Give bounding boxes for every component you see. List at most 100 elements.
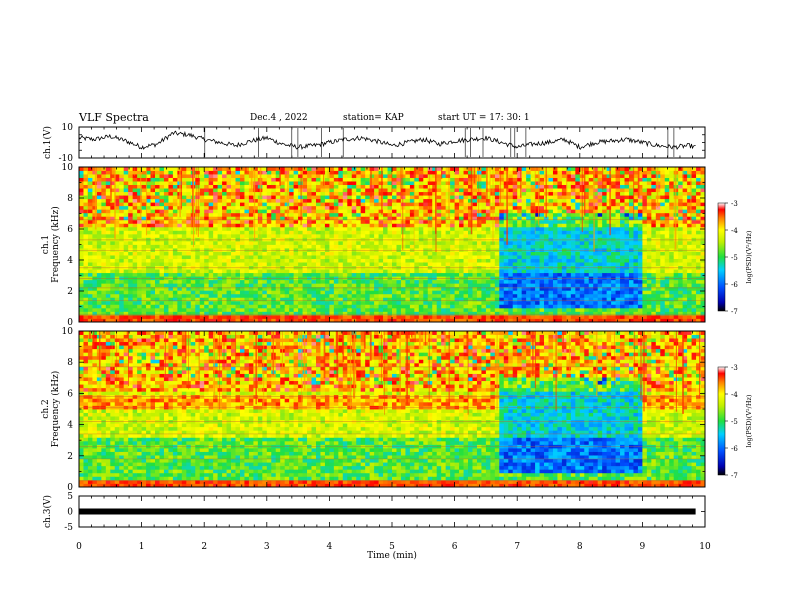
ch1-spectrogram-cell	[123, 184, 129, 189]
ch1-spectrogram-cell	[365, 304, 371, 309]
ch1-spectrogram-cell	[204, 198, 210, 203]
ch1-spectrogram-cell	[235, 314, 241, 319]
ch1-spectrogram-cell	[155, 258, 160, 263]
ch1-spectrogram-cell	[454, 248, 460, 252]
ch1-spectrogram-cell	[302, 314, 308, 319]
ch1-spectrogram-cell	[365, 191, 371, 196]
ch1-spectrogram-cell	[436, 216, 442, 221]
ch1-spectrogram-cell	[494, 237, 500, 242]
ch1-spectrogram-cell	[190, 286, 196, 291]
ch1-spectrogram-cell	[235, 205, 241, 210]
ch1-spectrogram-cell	[87, 177, 93, 182]
ch1-spectrogram-cell	[445, 286, 451, 291]
ch1-spectrogram-cell	[423, 195, 429, 200]
ch1-spectrogram-cell	[293, 188, 299, 193]
ch1-spectrogram-cell	[226, 255, 232, 259]
ch1-spectrogram-cell	[566, 184, 572, 189]
ch1-spectrogram-cell	[324, 248, 330, 252]
ch1-spectrogram-cell	[450, 279, 455, 284]
ch1-spectrogram-cell	[137, 314, 142, 319]
ch1-spectrogram-cell	[114, 174, 120, 178]
ch1-spectrogram-cell	[168, 226, 174, 231]
ch1-spectrogram-cell	[494, 279, 500, 284]
ch1-spectrogram-cell	[141, 272, 147, 277]
ch1-spectrogram-cell	[530, 314, 536, 319]
ch1-spectrogram-cell	[557, 314, 563, 319]
ch1-spectrogram-cell	[526, 226, 532, 231]
ch1-spectrogram-cell	[83, 290, 89, 295]
ch1-spectrogram-cell	[530, 230, 536, 235]
ch1-spectrogram-cell	[463, 237, 469, 242]
ch1-spectrogram-cell	[257, 262, 263, 267]
ch1-spectrogram-cell	[512, 276, 518, 281]
ch1-spectrogram-cell	[400, 272, 406, 277]
ch1-spectrogram-cell	[266, 167, 272, 171]
ch1-spectrogram-cell	[369, 314, 375, 319]
ch1-spectrogram-cell	[441, 283, 447, 288]
ch1-spectrogram-cell	[311, 286, 317, 291]
ch1-spectrogram-cell	[396, 177, 402, 182]
ch1-spectrogram-cell	[110, 195, 116, 200]
ch1-spectrogram-cell	[409, 170, 415, 175]
ch1-spectrogram-cell	[338, 293, 344, 298]
ch1-spectrogram-cell	[248, 279, 254, 284]
ch1-spectrogram-cell	[181, 304, 187, 309]
ch1-spectrogram-cell	[463, 269, 469, 274]
ch1-spectrogram-cell	[181, 167, 187, 171]
ch1-spectrogram-cell	[311, 251, 317, 256]
ch1-spectrogram-cell	[414, 248, 420, 252]
ch1-spectrogram-cell	[208, 216, 214, 221]
ch1-spectrogram-cell	[231, 177, 236, 182]
ch1-spectrogram-cell	[472, 318, 478, 323]
ch1-spectrogram-cell	[222, 248, 227, 252]
ch1-spectrogram-cell	[231, 184, 236, 189]
ch1-spectrogram-cell	[141, 248, 147, 252]
ch1-spectrogram-cell	[150, 258, 156, 263]
ch1-spectrogram-cell	[481, 198, 487, 203]
ch1-spectrogram-cell	[168, 244, 174, 249]
ch1-spectrogram-cell	[552, 202, 558, 207]
ch1-spectrogram-cell	[320, 233, 326, 238]
ch1-spectrogram-cell	[315, 290, 321, 295]
ch1-spectrogram-cell	[342, 276, 348, 281]
ch1-spectrogram-cell	[356, 216, 362, 221]
ch1-spectrogram-cell	[320, 293, 326, 298]
ch1-spectrogram-cell	[172, 251, 178, 256]
ch1-spectrogram-cell	[338, 276, 344, 281]
ch1-spectrogram-cell	[485, 216, 491, 221]
ch1-spectrogram-cell	[222, 237, 227, 242]
ch1-spectrogram-cell	[79, 216, 84, 221]
ch1-spectrogram-cell	[320, 181, 326, 186]
ch1-spectrogram-cell	[262, 195, 268, 200]
ch1-spectrogram-cell	[508, 307, 514, 312]
ch1-spectrogram-cell	[141, 279, 147, 284]
ch1-spectrogram-cell	[244, 276, 250, 281]
ch1-spectrogram-cell	[257, 311, 263, 316]
ch1-spectrogram-cell	[526, 240, 532, 245]
ch1-spectrogram-cell	[494, 174, 500, 178]
ch1-spectrogram-cell	[105, 314, 111, 319]
ch1-spectrogram-cell	[79, 198, 84, 203]
ch1-spectrogram-cell	[320, 226, 326, 231]
ch1-spectrogram-cell	[544, 248, 549, 252]
ch1-spectrogram-cell	[342, 188, 348, 193]
ch1-spectrogram-cell	[351, 244, 357, 249]
ch1-spectrogram-cell	[324, 304, 330, 309]
ch1-spectrogram-cell	[459, 300, 464, 305]
ch1-spectrogram-cell	[494, 188, 500, 193]
ch1-spectrogram-cell	[137, 258, 142, 263]
ch1-spectrogram-cell	[369, 198, 375, 203]
ch1-spectrogram-cell	[347, 209, 353, 214]
ch1-spectrogram-cell	[454, 212, 460, 217]
ch1-spectrogram-cell	[517, 283, 523, 288]
ch1-spectrogram-cell	[476, 262, 482, 267]
ch1-spectrogram-cell	[530, 279, 536, 284]
ch1-spectrogram-cell	[293, 255, 299, 259]
ch1-spectrogram-cell	[374, 237, 379, 242]
ch1-spectrogram-cell	[374, 202, 379, 207]
ch1-spectrogram-cell	[503, 251, 509, 256]
ch1-spectrogram-cell	[302, 237, 308, 242]
ch1-spectrogram-cell	[289, 198, 295, 203]
ch1-spectrogram-cell	[298, 297, 303, 302]
ch1-spectrogram-cell	[114, 255, 120, 259]
